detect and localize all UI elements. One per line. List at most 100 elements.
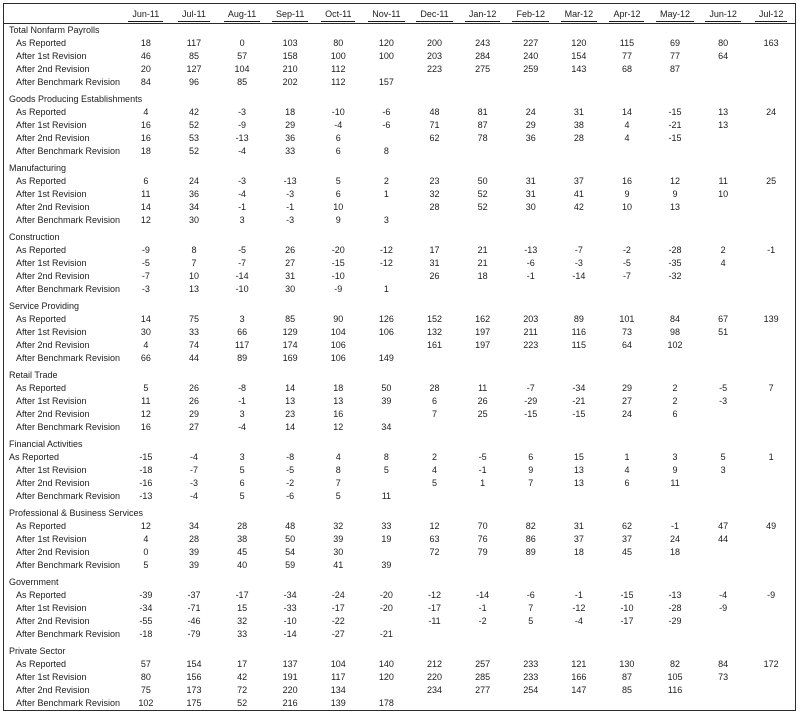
value-cell: 4 [143,534,149,544]
value-cell [699,684,747,697]
value-cell: 203 [426,51,443,61]
value-cell: 26 [429,271,440,281]
value-cell: -5 [238,245,247,255]
value-cell: 45 [237,547,248,557]
value-cell [459,628,507,641]
col-header-label: Jul-11 [178,9,210,22]
value-cell: 191 [282,672,298,682]
value-cell: 42 [188,107,199,117]
value-cell: 254 [523,685,539,695]
value-cell: 120 [378,672,394,682]
value-cell: -21 [668,120,682,130]
value-cell: 18 [573,547,584,557]
value-cell [603,283,651,296]
value-cell: 197 [475,340,491,350]
value-cell: 9 [624,189,630,199]
value-cell: 69 [670,38,681,48]
value-cell: 104 [234,64,250,74]
value-cell: 220 [426,672,443,682]
value-cell: -10 [620,603,634,613]
value-cell: 39 [188,560,199,570]
value-cell: 8 [383,146,389,156]
value-cell: -34 [572,383,586,393]
value-cell [459,352,507,365]
value-cell: 112 [331,64,346,74]
value-cell: -12 [428,590,442,600]
value-cell: 2 [383,176,389,186]
value-cell: 173 [186,685,202,695]
value-cell: 17 [429,245,440,255]
value-cell [747,119,795,132]
value-cell: 37 [573,534,584,544]
value-cell: 10 [188,271,199,281]
value-cell: 49 [766,521,777,531]
value-cell [651,490,699,503]
data-row: After Benchmark Revision 66 44 89 169 106 149 [4,352,796,365]
value-cell: 66 [140,353,151,363]
col-header-oct-11: Oct-11 [314,4,362,24]
col-header-jun-11: Jun-11 [122,4,170,24]
value-cell: 5 [383,465,389,475]
value-cell: -11 [428,616,441,626]
value-cell: 85 [621,685,632,695]
value-cell: 24 [670,534,681,544]
value-cell: 29 [188,409,199,419]
value-cell: 120 [571,38,587,48]
value-cell: 42 [237,672,248,682]
row-label: After 1st Revision [16,534,87,544]
value-cell: 39 [381,396,392,406]
value-cell: 16 [140,422,151,432]
value-cell [699,63,747,76]
value-cell: 5 [143,560,149,570]
data-row: After 1st Revision 80 156 42 191 117 120 220 285… [4,671,796,684]
value-cell: -5 [622,258,631,268]
value-cell [651,283,699,296]
value-cell: 85 [188,51,199,61]
value-cell: 13 [718,107,729,117]
value-cell: 102 [667,340,683,350]
value-cell: -5 [719,383,728,393]
value-cell: -15 [524,409,538,419]
value-cell: 161 [426,340,443,350]
value-cell: 284 [475,51,491,61]
value-cell: 3 [239,314,245,324]
row-label: After 2nd Revision [16,340,90,350]
value-cell: 12 [333,422,344,432]
value-cell: 32 [237,616,248,626]
value-cell: -4 [238,189,247,199]
value-cell [747,145,795,158]
col-header-label: Jan-12 [464,9,501,22]
value-cell: 89 [237,353,248,363]
value-cell: 5 [528,616,534,626]
value-cell: 156 [186,672,202,682]
value-cell: 34 [188,202,199,212]
value-cell: -6 [382,120,391,130]
section-title-row: Retail Trade [4,369,796,382]
value-cell [699,628,747,641]
month-header-row: Jun-11 Jul-11 Aug-11 Sep-11 Oct-11 Nov-11 Dec-… [3,4,796,24]
value-cell [747,559,795,572]
value-cell [603,76,651,89]
data-row: After 2nd Revision 20 127 104 210 112 223 275 25… [4,63,796,76]
col-header-aug-11: Aug-11 [218,4,266,24]
section-label: Construction [9,232,60,242]
value-cell [747,421,795,434]
value-cell: 7 [191,258,197,268]
value-cell: 211 [523,327,538,337]
value-cell [699,214,747,227]
value-cell [459,559,507,572]
value-cell: 132 [426,327,443,337]
value-cell: 6 [432,396,438,406]
value-cell: 85 [237,77,248,87]
col-header-label: Mar-12 [560,9,598,22]
value-cell: -20 [379,603,393,613]
value-cell: 178 [378,698,394,708]
value-cell [410,76,458,89]
value-cell [747,326,795,339]
data-row: After 1st Revision 11 36 -4 -3 6 1 32 52 31 41 9 9 10 [4,188,796,201]
value-cell: 75 [140,685,151,695]
row-label: As Reported [16,107,67,117]
value-cell: 117 [186,38,202,48]
data-row: After 1st Revision 46 85 57 158 100 100 203 284 2… [4,50,796,63]
value-cell: 17 [237,659,248,669]
